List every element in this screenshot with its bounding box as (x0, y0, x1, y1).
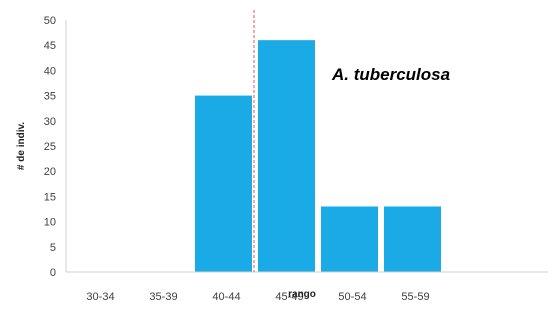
bar (321, 206, 378, 272)
y-tick-label: 0 (50, 267, 56, 279)
bar (195, 95, 252, 272)
bar (384, 206, 441, 272)
y-tick-label: 50 (44, 15, 56, 27)
x-axis-title: rango (288, 289, 316, 300)
y-tick-label: 20 (44, 166, 56, 178)
bars (195, 40, 441, 272)
x-tick-labels: 30-34 35-39 40-44 45-49 50-54 55-59 (86, 291, 429, 303)
y-tick-labels: 0 5 10 15 20 25 30 35 40 45 50 (44, 15, 56, 279)
y-tick-label: 30 (44, 116, 56, 128)
y-tick-label: 15 (44, 191, 56, 203)
y-tick-label: 45 (44, 40, 56, 52)
annotation-label: A. tuberculosa (331, 65, 450, 84)
y-tick-label: 5 (50, 242, 56, 254)
y-tick-label: 40 (44, 65, 56, 77)
y-axis-title: # de indiv. (16, 122, 27, 170)
x-tick-label: 35-39 (149, 291, 177, 303)
x-tick-label: 40-44 (212, 291, 240, 303)
y-tick-label: 10 (44, 217, 56, 229)
x-tick-label: 45-49 (275, 291, 303, 303)
y-tick-label: 25 (44, 141, 56, 153)
x-tick-label: 50-54 (338, 291, 366, 303)
y-tick-label: 35 (44, 91, 56, 103)
bar (258, 40, 315, 272)
x-tick-label: 30-34 (86, 291, 114, 303)
x-tick-label: 55-59 (401, 291, 429, 303)
